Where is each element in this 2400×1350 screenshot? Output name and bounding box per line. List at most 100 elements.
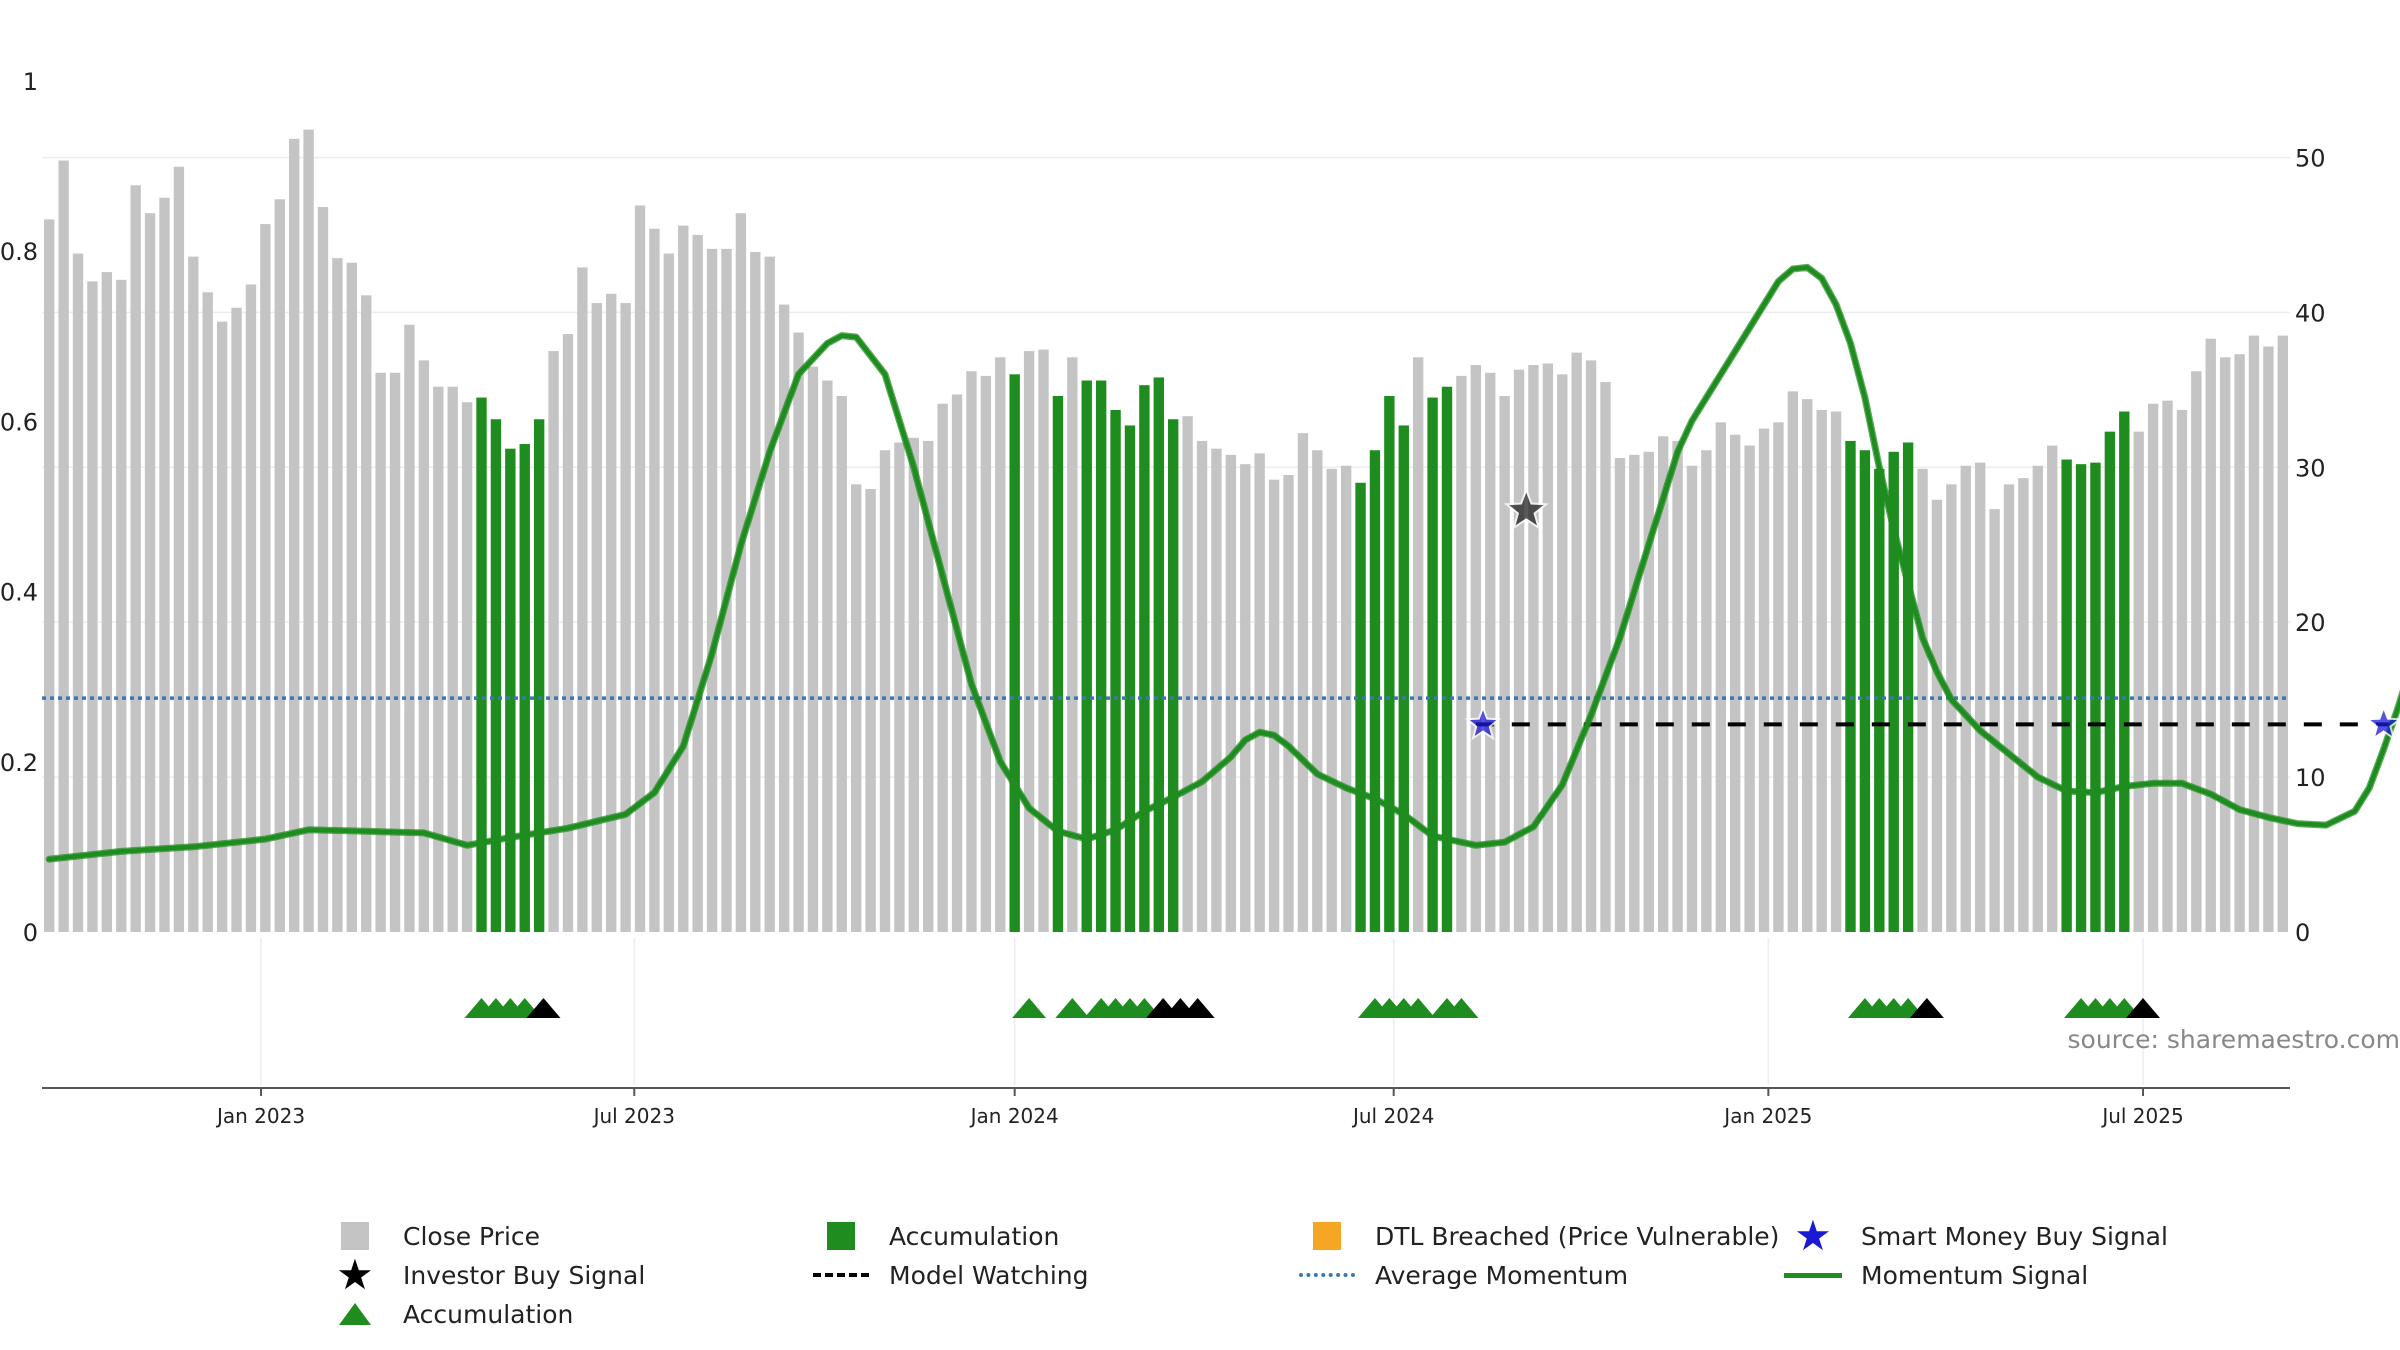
accumulation-bar — [2119, 411, 2130, 932]
close-price-bar — [1456, 375, 1467, 933]
accumulation-bar — [1874, 468, 1885, 932]
accumulation-bar — [1009, 374, 1020, 932]
accumulation-marker — [1012, 998, 1047, 1018]
accumulation-bar — [2061, 459, 2072, 932]
x-tick-label: Jan 2025 — [1722, 1104, 1812, 1128]
close-price-bar — [1701, 450, 1712, 932]
close-price-bar — [735, 213, 747, 933]
close-price-bar — [1571, 352, 1582, 932]
close-price-bar — [2003, 484, 2015, 932]
close-price-bar — [663, 253, 675, 933]
smart-money-buy-marker — [2364, 704, 2400, 741]
close-price-bar — [159, 197, 170, 933]
close-price-bar — [649, 228, 660, 933]
close-price-bar — [1225, 454, 1237, 932]
close-price-bar — [1470, 365, 1482, 932]
left-tick-label: 0.4 — [0, 579, 38, 607]
close-price-bar — [72, 253, 84, 933]
accumulation-bar — [1110, 409, 1121, 932]
close-price-bar — [1730, 434, 1741, 932]
close-price-bar — [2176, 409, 2188, 932]
left-tick-label: 0.6 — [0, 408, 38, 436]
left-tick-label: 0 — [23, 919, 38, 947]
close-price-bar — [2263, 346, 2274, 933]
close-price-bar — [101, 272, 113, 932]
close-price-bar — [1802, 399, 1813, 932]
close-price-bar — [879, 450, 891, 932]
close-price-bar — [937, 403, 948, 932]
accumulation-marker — [526, 998, 561, 1018]
close-price-bar — [1773, 422, 1784, 932]
close-price-bar — [461, 402, 473, 932]
close-price-bar — [548, 351, 559, 932]
accumulation-bar — [1081, 380, 1092, 932]
close-price-bar — [1931, 499, 1943, 932]
close-price-bar — [2234, 354, 2245, 932]
close-price-bar — [980, 375, 992, 933]
close-price-bar — [1067, 357, 1078, 933]
close-price-bar — [245, 284, 257, 933]
close-price-bar — [1657, 436, 1669, 932]
momentum-signal-line-core — [46, 265, 2400, 862]
accumulation-bar — [1427, 397, 1438, 933]
accumulation-bar — [519, 444, 530, 932]
momentum-lines — [42, 263, 2400, 863]
close-price-bar — [1643, 451, 1654, 932]
close-price-bar — [1283, 475, 1294, 932]
accumulation-marker — [2126, 998, 2161, 1018]
close-price-bar — [1182, 416, 1193, 933]
close-price-bar — [1254, 453, 1265, 932]
close-price-bar — [2162, 400, 2173, 932]
accumulation-bar — [1052, 396, 1064, 933]
accumulation-bar — [1888, 451, 1899, 932]
right-tick-label: 0 — [2295, 919, 2310, 947]
close-price-bar — [1816, 409, 1827, 932]
close-price-bar — [865, 488, 876, 932]
close-price-bar — [620, 303, 631, 932]
close-price-bar — [1715, 422, 1726, 932]
accumulation-bar — [2090, 462, 2101, 932]
close-price-bar — [317, 207, 329, 932]
close-price-bar — [58, 160, 69, 932]
accumulation-bar — [1355, 482, 1366, 932]
close-price-bar — [1600, 382, 1611, 932]
close-price-bar — [173, 166, 185, 932]
close-price-bar — [764, 256, 775, 932]
accumulation-bar — [490, 419, 502, 932]
close-price-bar — [433, 386, 444, 933]
close-price-bar — [303, 129, 314, 932]
close-price-bar — [1196, 440, 1208, 932]
close-price-bar — [1744, 445, 1755, 932]
close-price-bar — [2248, 335, 2260, 933]
close-price-bar — [1585, 360, 1597, 932]
close-price-bar — [260, 224, 271, 933]
accumulation-bar — [533, 419, 545, 932]
close-price-bar — [1528, 365, 1539, 932]
accumulation-marker — [1401, 998, 1436, 1018]
accumulation-marker — [1909, 998, 1944, 1018]
accumulation-bar — [1845, 440, 1856, 932]
right-tick-label: 20 — [2295, 609, 2326, 637]
close-price-bar — [923, 440, 934, 932]
smart-money-buy-marker — [1464, 704, 1502, 741]
close-price-bar — [966, 371, 977, 932]
close-price-bar — [1312, 450, 1323, 932]
source-label: source: sharemaestro.com — [2068, 1025, 2400, 1054]
close-price-bar — [951, 394, 963, 932]
close-price-bar — [1917, 468, 1928, 932]
accumulation-bar — [1441, 386, 1453, 933]
x-tick-label: Jan 2024 — [969, 1104, 1059, 1128]
close-price-bar — [1629, 454, 1640, 932]
close-price-bar — [2219, 357, 2231, 933]
close-price-bar — [361, 295, 372, 933]
close-price-bar — [1211, 448, 1222, 932]
close-price-bar — [1614, 457, 1626, 932]
close-price-bar — [850, 484, 862, 932]
close-price-bar — [750, 251, 761, 932]
accumulation-bar — [476, 397, 487, 933]
close-price-bar — [2147, 403, 2159, 932]
right-tick-label: 40 — [2295, 299, 2326, 327]
close-price-bar — [144, 213, 156, 933]
close-price-bar — [1758, 428, 1770, 932]
